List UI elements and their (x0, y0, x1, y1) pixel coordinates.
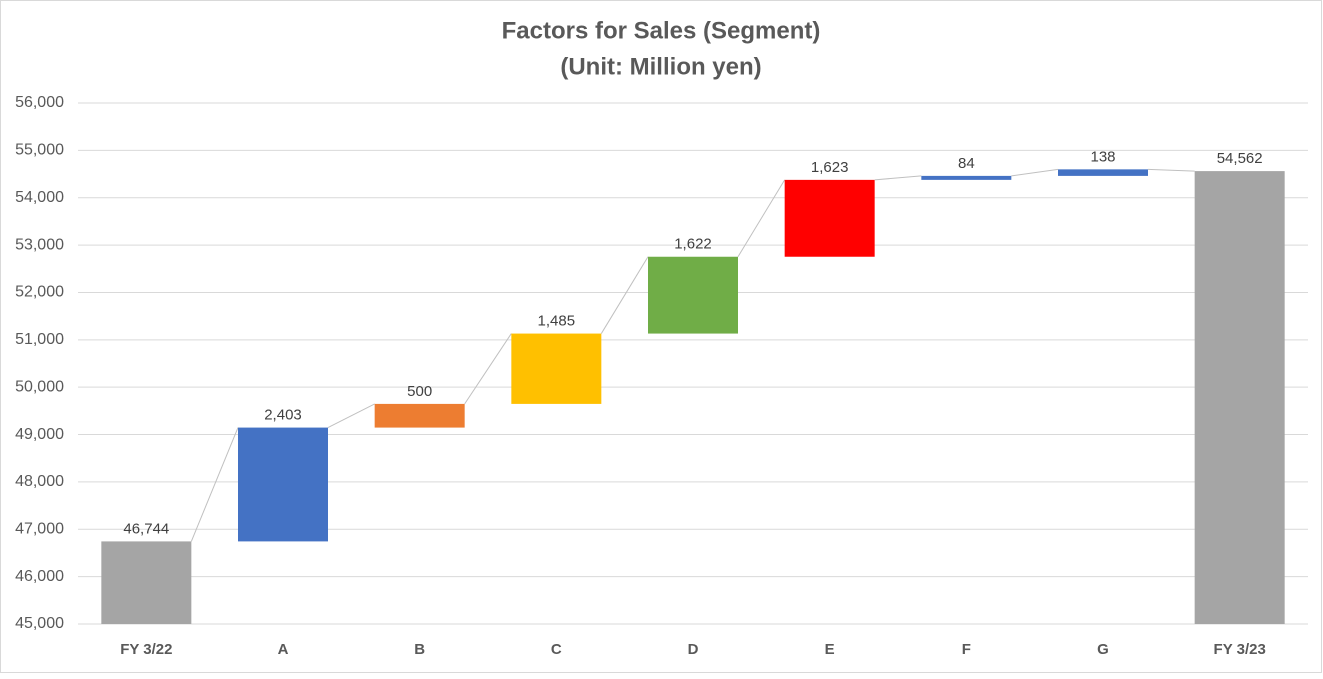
x-tick-label: FY 3/22 (120, 641, 172, 658)
connector (464, 333, 512, 405)
chart-title: Factors for Sales (Segment) (502, 17, 821, 44)
connector (737, 179, 786, 258)
bar (1194, 171, 1285, 625)
data-label: 84 (958, 155, 975, 172)
y-tick-label: 54,000 (15, 189, 64, 206)
bar (101, 541, 192, 624)
bar (921, 175, 1012, 180)
data-label: 500 (407, 383, 432, 400)
y-tick-label: 55,000 (15, 142, 64, 159)
connector (1147, 168, 1195, 172)
x-tick-label: A (278, 641, 289, 658)
y-tick-label: 50,000 (15, 378, 64, 395)
x-tick-label: G (1097, 641, 1109, 658)
y-tick-label: 46,000 (15, 568, 64, 585)
chart-subtitle: (Unit: Million yen) (560, 53, 761, 80)
connector (600, 256, 649, 334)
y-tick-label: 52,000 (15, 284, 64, 301)
y-tick-label: 53,000 (15, 236, 64, 253)
data-label: 1,485 (538, 313, 576, 330)
bar (1058, 169, 1148, 176)
y-tick-label: 45,000 (15, 615, 64, 632)
y-tick-label: 56,000 (15, 94, 64, 111)
bar (238, 427, 328, 542)
y-tick-label: 48,000 (15, 473, 64, 490)
x-tick-label: B (414, 641, 425, 658)
bar (374, 403, 465, 428)
data-label: 138 (1090, 148, 1115, 165)
bar (511, 333, 602, 404)
x-tick-label: F (962, 641, 971, 658)
connector (190, 427, 239, 542)
bar (784, 179, 875, 257)
bar (648, 256, 738, 334)
data-label: 2,403 (264, 407, 302, 424)
x-tick-label: FY 3/23 (1214, 641, 1266, 658)
x-tick-label: D (688, 641, 699, 658)
data-label: 1,623 (811, 159, 849, 176)
data-label: 54,562 (1217, 150, 1263, 167)
y-tick-label: 49,000 (15, 426, 64, 443)
y-tick-label: 51,000 (15, 331, 64, 348)
connector (874, 175, 922, 181)
y-tick-label: 47,000 (15, 520, 64, 537)
x-tick-label: C (551, 641, 562, 658)
data-label: 1,622 (674, 236, 712, 253)
data-label: 46,744 (123, 520, 169, 537)
connector (327, 403, 375, 429)
connector (1011, 168, 1059, 177)
x-tick-label: E (825, 641, 835, 658)
